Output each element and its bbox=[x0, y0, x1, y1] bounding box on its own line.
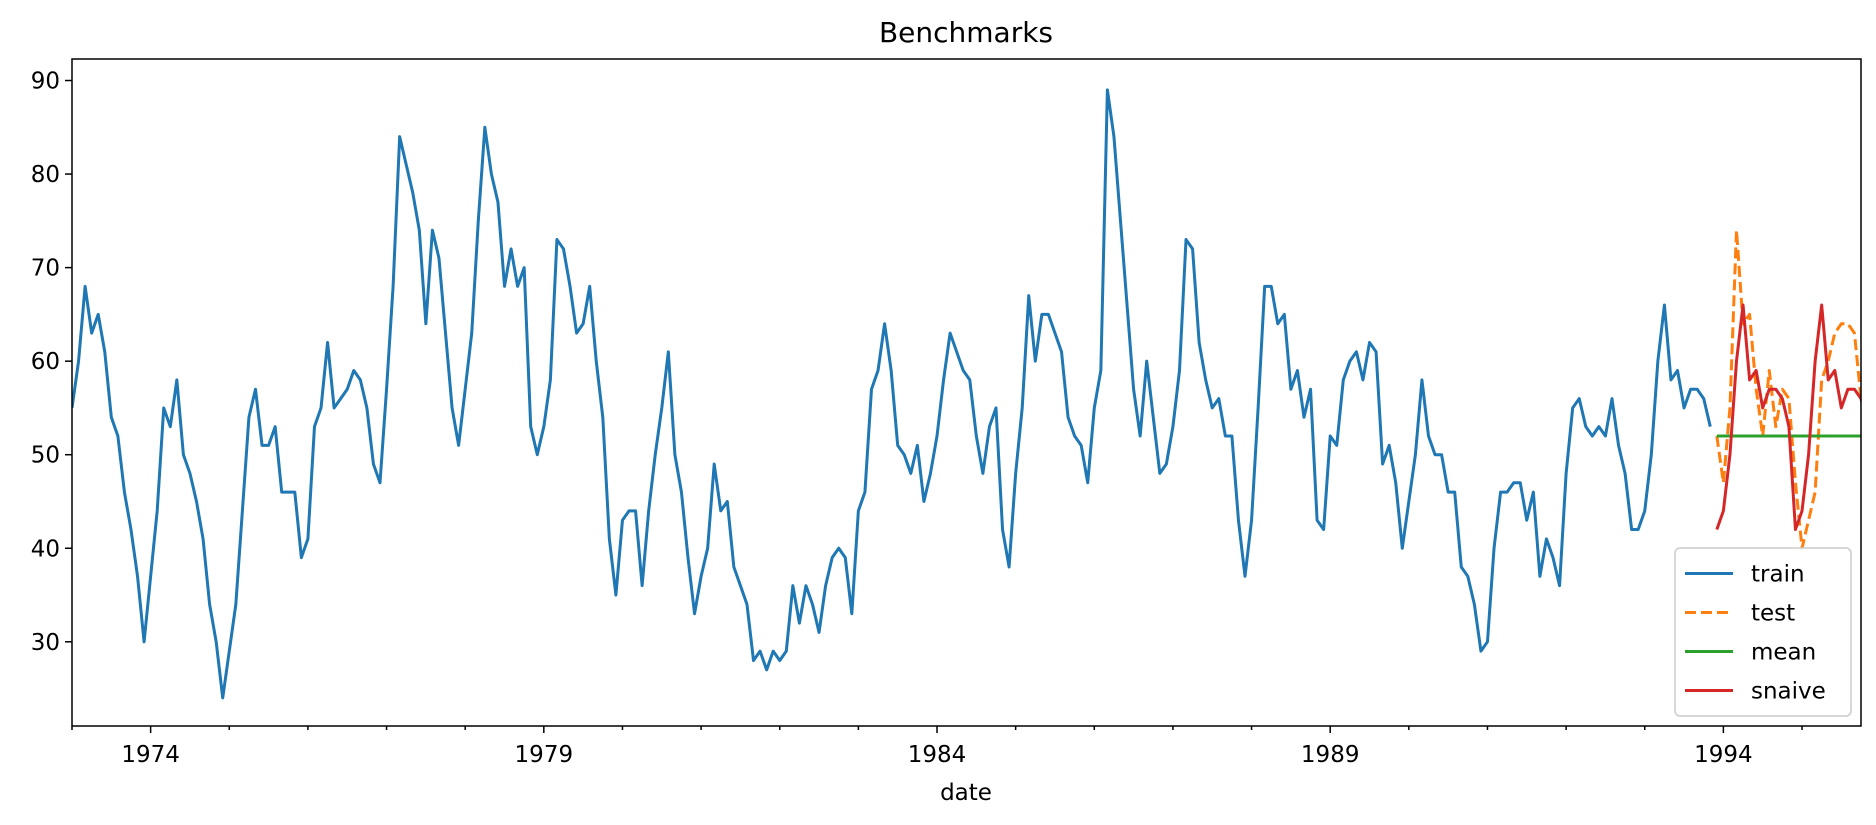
y-axis: 30 40 50 60 70 80 90 bbox=[31, 69, 72, 656]
x-tick-label: 1974 bbox=[121, 742, 180, 768]
x-axis-label: date bbox=[940, 780, 992, 806]
y-tick-label: 50 bbox=[31, 443, 60, 469]
legend-label-snaive: snaive bbox=[1751, 679, 1826, 705]
y-tick-label: 70 bbox=[31, 256, 60, 282]
x-tick-label: 1994 bbox=[1694, 742, 1753, 768]
x-tick-label: 1979 bbox=[515, 742, 574, 768]
x-tick-label: 1989 bbox=[1301, 742, 1360, 768]
legend-label-train: train bbox=[1751, 562, 1805, 588]
legend-label-test: test bbox=[1751, 601, 1795, 627]
y-tick-label: 90 bbox=[31, 69, 60, 95]
y-tick-label: 60 bbox=[31, 349, 60, 375]
legend-box bbox=[1674, 547, 1852, 717]
series-line-snaive bbox=[1715, 303, 1861, 532]
x-axis: 1974 1979 1984 1989 1994 bbox=[71, 726, 1803, 768]
y-tick-label: 30 bbox=[31, 630, 60, 656]
plot-frame bbox=[71, 58, 1862, 727]
series-line-test bbox=[1715, 228, 1861, 550]
chart-title: Benchmarks bbox=[879, 16, 1053, 49]
y-tick-label: 40 bbox=[31, 536, 60, 562]
series-layer bbox=[72, 88, 1861, 700]
legend-label-mean: mean bbox=[1751, 640, 1816, 666]
series-line-train bbox=[72, 88, 1712, 700]
x-tick-label: 1984 bbox=[908, 742, 967, 768]
legend: train test mean snaive bbox=[1674, 547, 1852, 717]
y-tick-label: 80 bbox=[31, 162, 60, 188]
